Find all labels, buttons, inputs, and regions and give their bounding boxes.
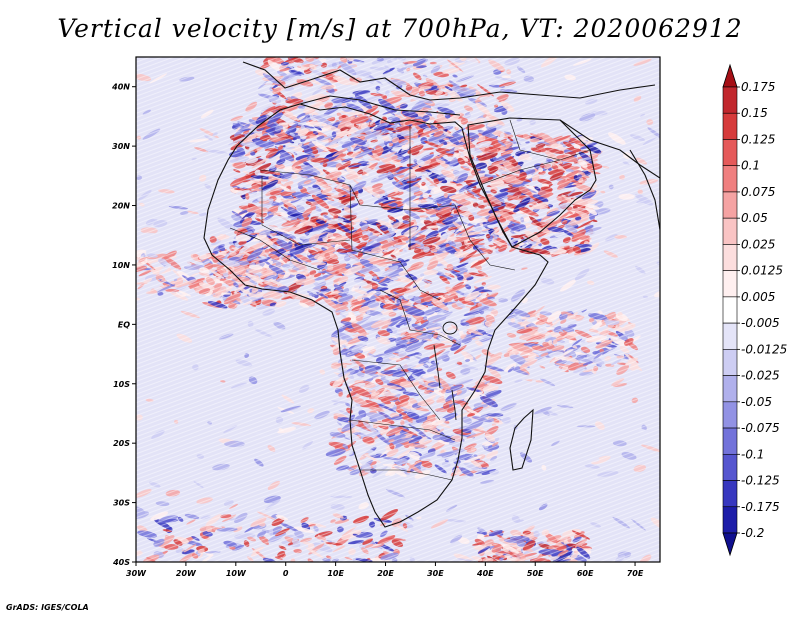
legend-label: 0.05 bbox=[741, 211, 768, 225]
legend-swatch bbox=[722, 139, 738, 167]
map-title: Vertical velocity [m/s] at 700hPa, VT: 2… bbox=[57, 14, 743, 43]
border-line bbox=[509, 119, 591, 161]
streak-texture bbox=[136, 57, 660, 562]
y-tick-label: 40N bbox=[111, 83, 130, 92]
legend-label: 0.125 bbox=[741, 132, 775, 146]
legend-label: -0.025 bbox=[741, 369, 780, 383]
legend-swatch bbox=[722, 270, 738, 298]
border-line bbox=[479, 159, 561, 186]
lake-malawi bbox=[451, 389, 457, 421]
legend-swatch bbox=[722, 296, 738, 324]
legend-swatch bbox=[722, 375, 738, 403]
legend-swatch bbox=[722, 112, 738, 140]
legend-label: -0.2 bbox=[741, 526, 764, 540]
border-line bbox=[351, 359, 441, 421]
legend-swatch bbox=[722, 86, 738, 114]
legend-swatch bbox=[722, 506, 738, 534]
legend-top-arrow bbox=[722, 63, 738, 88]
lakes bbox=[433, 321, 458, 421]
y-axis: 40N 30N 20N 10N EQ 10S 20S 30S 40S bbox=[111, 83, 136, 567]
legend-label: 0.075 bbox=[741, 185, 775, 199]
legend-swatch bbox=[722, 217, 738, 245]
legend-swatch bbox=[722, 453, 738, 481]
x-tick-label: 40E bbox=[476, 569, 494, 578]
legend-label: 0.1 bbox=[741, 159, 760, 173]
border-line bbox=[261, 176, 351, 246]
border-line bbox=[360, 469, 453, 481]
lake-victoria bbox=[442, 321, 458, 335]
legend-bottom-arrow bbox=[722, 532, 738, 557]
x-tick-label: 10E bbox=[327, 569, 344, 578]
legend-swatch bbox=[722, 349, 738, 376]
velocity-field bbox=[136, 57, 660, 562]
legend-label: 0.15 bbox=[741, 106, 768, 120]
india-coastline bbox=[629, 149, 660, 231]
country-borders bbox=[229, 119, 591, 481]
x-tick-label: 20W bbox=[176, 569, 197, 578]
arabia-coastline bbox=[467, 117, 597, 248]
border-line bbox=[349, 184, 441, 301]
lake-tanganyika bbox=[433, 344, 441, 389]
border-line bbox=[454, 204, 516, 271]
grads-credit: GrADS: IGES/COLA bbox=[6, 603, 89, 612]
y-tick-label: 20N bbox=[112, 202, 130, 211]
legend-swatch bbox=[722, 191, 738, 219]
mediterranean-coastline bbox=[299, 95, 461, 116]
legend-swatch bbox=[722, 480, 738, 508]
legend-label: -0.005 bbox=[741, 316, 780, 330]
y-tick-label: 30N bbox=[112, 142, 130, 151]
legend-label: 0.005 bbox=[741, 290, 775, 304]
y-tick-label: 30S bbox=[113, 499, 130, 508]
x-axis: 30W 20W 10W 0 10E 20E 30E 40E 50E 60E 70E bbox=[126, 562, 644, 578]
border-line bbox=[229, 227, 321, 271]
color-legend: 0.175 0.15 0.125 0.1 0.075 0.05 0.025 0.0125 0.0… bbox=[722, 63, 787, 557]
x-tick-label: 10W bbox=[226, 569, 247, 578]
x-tick-label: 70E bbox=[627, 569, 644, 578]
x-tick-label: 30W bbox=[126, 569, 147, 578]
legend-swatch bbox=[722, 401, 738, 429]
persian-gulf-coastline bbox=[559, 119, 660, 179]
legend-label: -0.175 bbox=[741, 500, 780, 514]
x-tick-label: 50E bbox=[527, 569, 544, 578]
legend-label: 0.175 bbox=[741, 80, 775, 94]
coastlines bbox=[203, 61, 660, 528]
legend-label: 0.025 bbox=[741, 237, 775, 251]
legend-swatch bbox=[722, 244, 738, 271]
legend-label: -0.1 bbox=[741, 447, 764, 461]
x-tick-label: 0 bbox=[283, 569, 289, 578]
y-tick-label: 10N bbox=[112, 261, 130, 270]
border-line bbox=[259, 169, 456, 211]
legend-label: -0.125 bbox=[741, 474, 780, 488]
legend-label: -0.075 bbox=[741, 421, 780, 435]
y-tick-label: 20S bbox=[113, 439, 130, 448]
border-line bbox=[379, 289, 461, 346]
madagascar-coastline bbox=[509, 408, 534, 471]
legend-swatch bbox=[722, 427, 738, 455]
y-tick-label: 10S bbox=[113, 380, 130, 389]
legend-swatch bbox=[722, 165, 738, 193]
europe-coastline bbox=[242, 61, 656, 101]
legend-label: -0.05 bbox=[741, 395, 772, 409]
y-tick-label: 40S bbox=[112, 558, 130, 567]
plot-frame bbox=[135, 56, 661, 563]
border-line bbox=[349, 419, 456, 441]
legend-swatch bbox=[722, 322, 738, 350]
x-tick-label: 30E bbox=[427, 569, 444, 578]
legend-label: 0.0125 bbox=[741, 264, 783, 278]
y-tick-label: EQ bbox=[118, 320, 130, 329]
x-tick-label: 60E bbox=[577, 569, 594, 578]
legend-label: -0.0125 bbox=[741, 342, 787, 356]
africa-coastline bbox=[203, 103, 549, 528]
x-tick-label: 20E bbox=[377, 569, 394, 578]
